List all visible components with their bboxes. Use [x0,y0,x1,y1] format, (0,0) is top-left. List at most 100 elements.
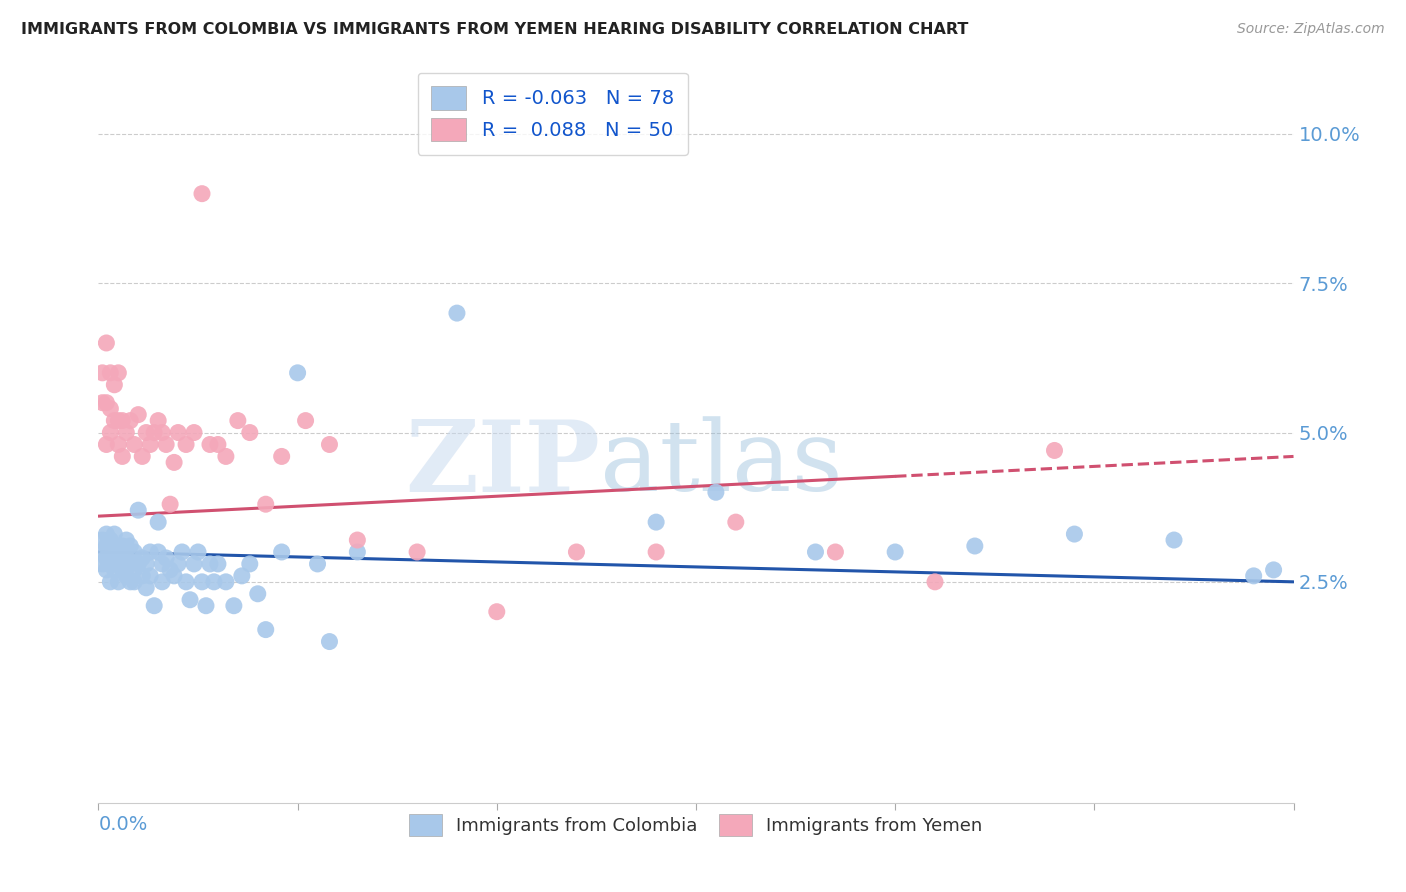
Point [565,545,588,559]
Point [179,592,201,607]
Point [346,545,368,559]
Point [107,366,129,380]
Point [127,503,149,517]
Point [98,425,122,440]
Point [148,414,170,428]
Point [198,437,221,451]
Point [222,599,245,613]
Point [270,545,292,559]
Point [96,437,118,451]
Point [645,545,668,559]
Point [139,569,162,583]
Point [124,437,146,451]
Point [120,557,142,571]
Point [115,425,138,440]
Point [98,574,122,589]
Point [824,545,846,559]
Point [135,425,157,440]
Point [124,545,146,559]
Text: 0.0%: 0.0% [98,815,148,835]
Point [143,599,166,613]
Point [239,557,262,571]
Point [239,425,262,440]
Point [155,437,177,451]
Point [96,395,118,409]
Point [143,425,166,440]
Text: atlas: atlas [600,417,844,512]
Point [98,545,122,559]
Point [124,563,146,577]
Point [98,533,122,547]
Point [120,574,142,589]
Point [159,497,181,511]
Point [406,545,429,559]
Point [231,569,253,583]
Point [150,574,173,589]
Point [207,437,229,451]
Point [96,563,118,577]
Point [139,545,162,559]
Point [120,539,142,553]
Point [215,574,238,589]
Point [346,533,368,547]
Point [884,545,907,559]
Point [287,366,309,380]
Point [103,527,125,541]
Point [202,574,225,589]
Point [127,408,149,422]
Point [107,557,129,571]
Point [107,414,129,428]
Point [318,634,340,648]
Point [307,557,329,571]
Point [91,533,114,547]
Point [103,539,125,553]
Point [103,551,125,566]
Point [270,450,292,464]
Point [150,557,173,571]
Point [107,545,129,559]
Point [167,425,190,440]
Point [163,455,186,469]
Point [1043,443,1066,458]
Point [187,545,209,559]
Point [645,515,668,529]
Point [96,551,118,566]
Point [167,557,190,571]
Point [96,539,118,553]
Point [103,563,125,577]
Point [1243,569,1265,583]
Point [172,545,194,559]
Point [135,581,157,595]
Point [131,551,153,566]
Point [1063,527,1085,541]
Point [198,557,221,571]
Point [804,545,827,559]
Text: Source: ZipAtlas.com: Source: ZipAtlas.com [1237,22,1385,37]
Point [294,414,316,428]
Point [111,450,134,464]
Text: IMMIGRANTS FROM COLOMBIA VS IMMIGRANTS FROM YEMEN HEARING DISABILITY CORRELATION: IMMIGRANTS FROM COLOMBIA VS IMMIGRANTS F… [21,22,969,37]
Point [127,557,149,571]
Point [107,574,129,589]
Point [96,335,118,350]
Point [115,533,138,547]
Point [103,377,125,392]
Point [318,437,340,451]
Point [191,186,214,201]
Point [174,437,197,451]
Point [107,437,129,451]
Point [148,515,170,529]
Point [226,414,249,428]
Point [195,599,218,613]
Point [183,557,205,571]
Point [246,587,269,601]
Point [131,569,153,583]
Point [155,551,177,566]
Point [163,569,186,583]
Point [111,539,134,553]
Point [139,437,162,451]
Point [150,425,173,440]
Point [963,539,986,553]
Point [98,366,122,380]
Point [148,545,170,559]
